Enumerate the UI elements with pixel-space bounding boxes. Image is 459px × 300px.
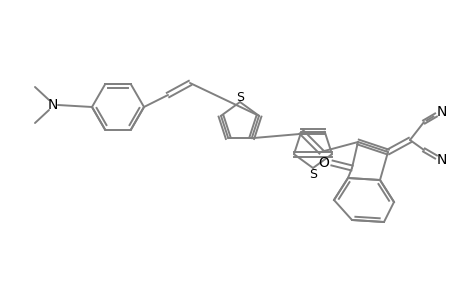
Text: O: O <box>318 156 329 170</box>
Text: S: S <box>308 167 316 181</box>
Text: N: N <box>436 105 446 119</box>
Text: N: N <box>48 98 58 112</box>
Text: S: S <box>235 91 243 103</box>
Text: N: N <box>436 153 446 167</box>
